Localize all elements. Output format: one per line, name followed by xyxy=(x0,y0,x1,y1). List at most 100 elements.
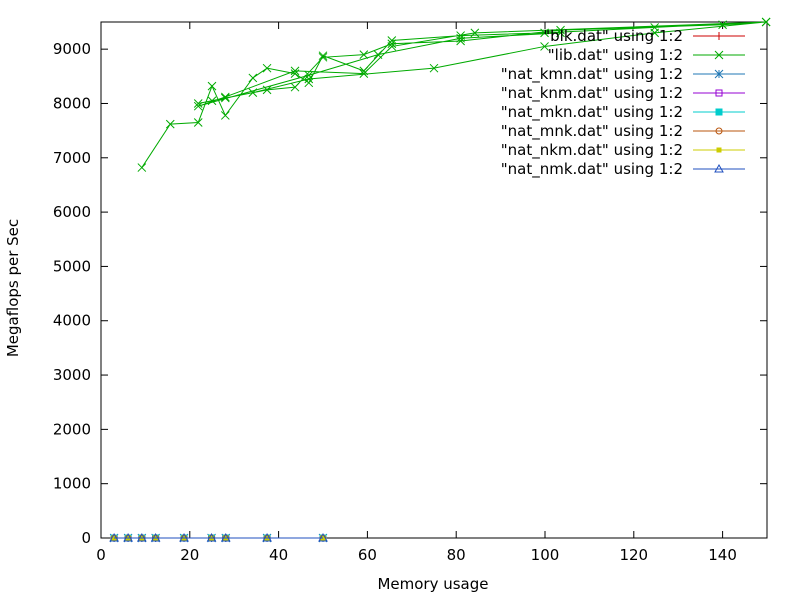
y-tick-label: 8000 xyxy=(53,94,91,112)
data-point xyxy=(290,66,300,76)
data-point xyxy=(262,85,272,95)
data-point xyxy=(165,119,175,129)
data-point xyxy=(387,42,397,51)
data-point xyxy=(556,25,565,35)
x-tick-label: 20 xyxy=(180,546,199,564)
data-point xyxy=(304,70,314,80)
legend-label: "nat_mkn.dat" using 1:2 xyxy=(501,103,683,122)
data-point xyxy=(193,99,203,108)
data-point xyxy=(193,118,203,127)
data-point xyxy=(220,92,230,102)
data-point xyxy=(137,163,147,172)
legend-entry: "nat_mnk.dat" using 1:2 xyxy=(501,122,745,141)
data-point xyxy=(290,69,300,78)
x-tick-label: 0 xyxy=(96,546,106,564)
legend-entry: "blk.dat" using 1:2 xyxy=(543,27,745,45)
data-point xyxy=(136,532,147,542)
y-tick-label: 4000 xyxy=(53,312,91,330)
legend-marker xyxy=(715,32,723,40)
data-point xyxy=(248,88,258,97)
legend-marker xyxy=(714,69,724,79)
series-1 xyxy=(137,17,771,172)
data-point xyxy=(556,28,565,38)
legend-marker xyxy=(715,108,723,116)
legend-entry: "nat_knm.dat" using 1:2 xyxy=(501,84,745,103)
y-axis-label: Megaflops per Sec xyxy=(4,219,22,357)
x-tick-label: 60 xyxy=(358,546,377,564)
data-point xyxy=(429,63,439,73)
y-tick-label: 3000 xyxy=(53,366,91,384)
data-point xyxy=(540,28,549,38)
data-point xyxy=(207,81,217,91)
data-point xyxy=(761,17,771,27)
data-point xyxy=(456,33,465,43)
axes xyxy=(100,21,768,539)
legend-label: "nat_knm.dat" using 1:2 xyxy=(501,84,683,103)
data-point xyxy=(290,82,300,92)
data-point xyxy=(304,78,314,88)
legend: "blk.dat" using 1:2"lib.dat" using 1:2"n… xyxy=(501,27,745,179)
data-point xyxy=(207,96,217,106)
data-point xyxy=(359,50,369,59)
x-tick-label: 100 xyxy=(531,546,560,564)
data-point xyxy=(193,101,203,111)
legend-marker xyxy=(715,127,723,135)
series-lines xyxy=(109,17,771,543)
legend-label: "blk.dat" using 1:2 xyxy=(543,27,683,45)
x-axis-label: Memory usage xyxy=(377,575,488,593)
data-point xyxy=(359,69,369,78)
legend-label: "nat_mnk.dat" using 1:2 xyxy=(501,122,683,141)
data-point xyxy=(718,20,727,30)
legend-label: "nat_nkm.dat" using 1:2 xyxy=(501,141,683,160)
legend-entry: "nat_mkn.dat" using 1:2 xyxy=(501,103,745,122)
x-tick-label: 80 xyxy=(447,546,466,564)
legend-entry: "lib.dat" using 1:2 xyxy=(548,46,745,64)
x-tick-label: 120 xyxy=(619,546,648,564)
data-point xyxy=(304,74,314,84)
plot-frame xyxy=(100,21,768,539)
data-point xyxy=(220,93,230,103)
y-tick-label: 7000 xyxy=(53,149,91,167)
data-point xyxy=(318,51,328,61)
data-point xyxy=(206,532,217,542)
data-point xyxy=(220,532,231,542)
data-point xyxy=(109,532,119,542)
y-tick-label: 2000 xyxy=(53,420,91,438)
data-point xyxy=(179,532,189,542)
data-point xyxy=(123,532,133,542)
ticks: 0 20 40 60 80 100 120 140 0 1000 2000 3000 4000 5000 6… xyxy=(53,22,767,564)
data-point xyxy=(470,28,480,38)
y-tick-label: 9000 xyxy=(53,40,91,58)
data-point xyxy=(150,532,161,542)
legend-marker xyxy=(716,147,722,153)
legend-entry: "nat_nkm.dat" using 1:2 xyxy=(501,141,745,160)
x-tick-label: 40 xyxy=(269,546,288,564)
data-point xyxy=(318,52,328,62)
data-point xyxy=(650,28,660,38)
legend-entry: "nat_kmn.dat" using 1:2 xyxy=(501,65,745,84)
legend-marker xyxy=(714,163,724,173)
y-tick-label: 5000 xyxy=(53,257,91,275)
data-point xyxy=(248,73,258,83)
legend-marker xyxy=(715,89,723,97)
data-point xyxy=(262,63,272,73)
data-point xyxy=(359,66,369,76)
legend-label: "nat_nmk.dat" using 1:2 xyxy=(501,160,683,179)
data-point xyxy=(456,36,465,46)
data-point xyxy=(262,532,272,542)
data-point xyxy=(387,39,397,49)
legend-label: "nat_kmn.dat" using 1:2 xyxy=(501,65,683,84)
y-tick-label: 0 xyxy=(81,529,91,547)
legend-entry: "nat_nmk.dat" using 1:2 xyxy=(501,160,745,179)
data-point xyxy=(318,532,328,542)
data-point xyxy=(373,50,383,59)
legend-marker xyxy=(714,50,724,60)
y-tick-label: 6000 xyxy=(53,203,91,221)
data-point xyxy=(540,42,549,51)
series-7 xyxy=(109,532,328,542)
legend-label: "lib.dat" using 1:2 xyxy=(548,46,683,64)
y-tick-label: 1000 xyxy=(53,475,91,493)
data-point xyxy=(220,111,230,120)
